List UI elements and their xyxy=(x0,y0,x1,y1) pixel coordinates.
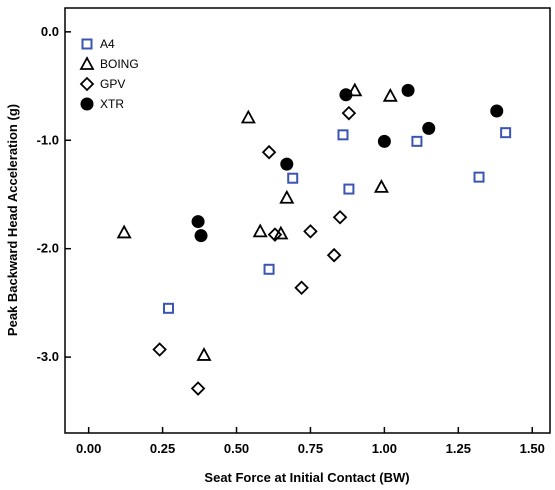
gpv-point xyxy=(190,381,206,396)
legend-item-a4: A4 xyxy=(81,37,115,51)
xtr-point xyxy=(191,215,205,229)
boing-point xyxy=(240,109,256,124)
y-axis: 0.0 -1.0 -2.0 -3.0 xyxy=(37,24,71,364)
legend-marker-xtr xyxy=(80,97,94,111)
x-axis-label: Seat Force at Initial Contact (BW) xyxy=(204,470,409,485)
legend-marker-gpv xyxy=(79,76,95,92)
xtr-point xyxy=(490,104,504,118)
y-tick-label: -1.0 xyxy=(37,132,59,147)
legend-marker-boing xyxy=(79,56,95,70)
gpv-point xyxy=(267,227,283,242)
y-tick-label: 0.0 xyxy=(41,24,59,39)
x-tick-label: 0.00 xyxy=(76,441,101,456)
gpv-point xyxy=(261,144,277,160)
a4-point xyxy=(287,172,299,184)
xtr-point xyxy=(377,134,391,148)
x-tick-label: 1.50 xyxy=(520,441,545,456)
y-tick-label: -2.0 xyxy=(37,241,59,256)
boing-point xyxy=(252,223,268,238)
a4-point xyxy=(163,302,175,314)
y-tick-label: -3.0 xyxy=(37,349,59,364)
gpv-point xyxy=(152,342,167,357)
gpv-point xyxy=(341,105,357,121)
boing-point xyxy=(273,225,289,240)
y-axis-label: Peak Backward Head Acceleration (g) xyxy=(5,104,20,336)
gpv-point xyxy=(294,280,309,295)
boing-point xyxy=(196,347,212,361)
a4-point xyxy=(411,135,423,147)
legend: A4 BOING GPV XTR xyxy=(79,37,139,111)
xtr-point xyxy=(401,83,415,97)
x-tick-label: 1.00 xyxy=(372,441,397,456)
x-tick-label: 0.75 xyxy=(298,441,323,456)
boing-point xyxy=(116,224,132,239)
boing-point xyxy=(279,189,295,204)
series-a4 xyxy=(163,127,512,314)
legend-marker-a4 xyxy=(81,38,93,50)
series-gpv xyxy=(152,105,357,396)
legend-label: XTR xyxy=(100,97,124,111)
xtr-point xyxy=(339,88,353,102)
legend-item-gpv: GPV xyxy=(79,76,125,92)
x-axis: 0.00 0.25 0.50 0.75 1.00 1.25 1.50 xyxy=(76,427,545,456)
x-tick-label: 0.25 xyxy=(150,441,175,456)
a4-point xyxy=(263,263,275,275)
xtr-point xyxy=(194,229,208,243)
legend-item-xtr: XTR xyxy=(80,97,124,111)
boing-point xyxy=(373,179,389,193)
gpv-point xyxy=(326,247,342,263)
xtr-point xyxy=(280,157,294,171)
a4-point xyxy=(500,127,512,139)
series-boing xyxy=(116,82,398,361)
x-tick-label: 1.25 xyxy=(446,441,471,456)
boing-point xyxy=(347,82,363,97)
a4-point xyxy=(343,183,355,195)
legend-label: GPV xyxy=(100,77,125,91)
boing-point xyxy=(382,87,398,102)
data-points xyxy=(116,82,512,396)
gpv-point xyxy=(303,224,318,239)
a4-point xyxy=(473,171,485,183)
plot-frame xyxy=(64,7,551,434)
legend-label: A4 xyxy=(100,37,115,51)
xtr-point xyxy=(422,121,436,135)
legend-label: BOING xyxy=(100,57,139,71)
x-tick-label: 0.50 xyxy=(224,441,249,456)
gpv-point xyxy=(332,209,348,225)
a4-point xyxy=(337,129,349,141)
legend-item-boing: BOING xyxy=(79,56,139,71)
series-xtr xyxy=(191,83,504,243)
